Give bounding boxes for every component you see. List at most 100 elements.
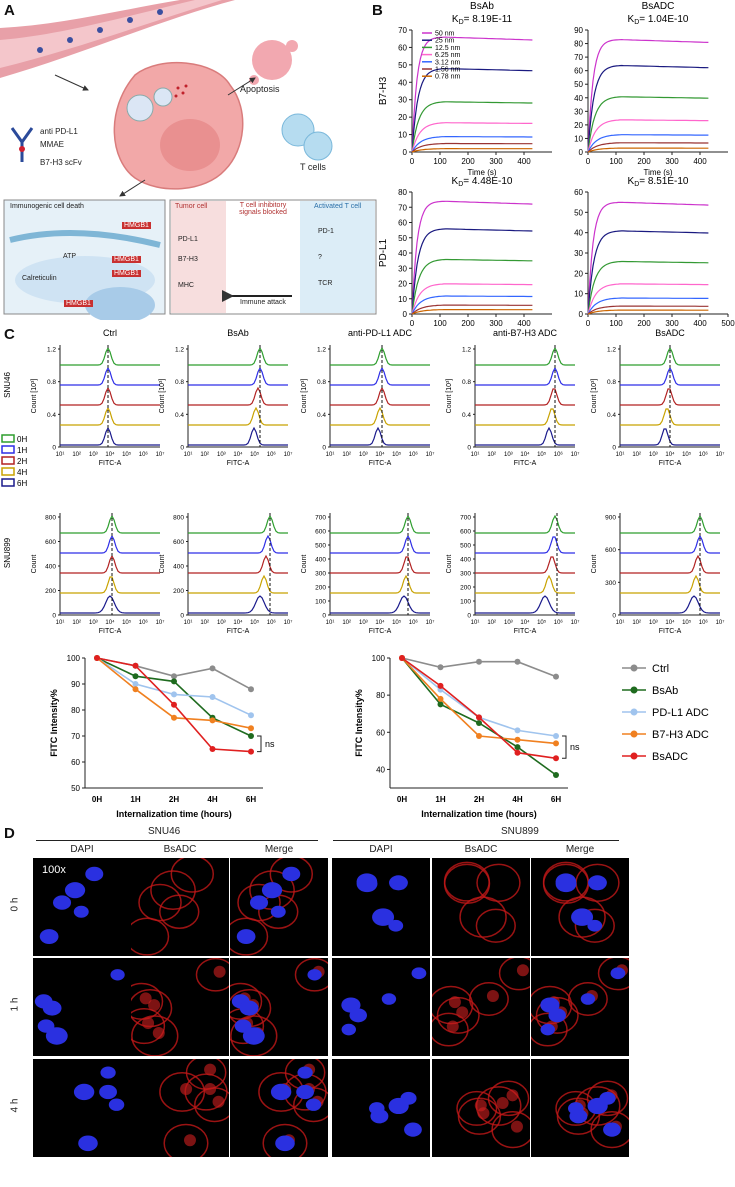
y-tick-label: 0.8 (317, 379, 326, 386)
y-axis-label: Count (591, 555, 598, 574)
label-pd1: PD-1 (318, 228, 334, 235)
legend-label: 6.25 nm (435, 52, 460, 59)
y-axis-label: Count (446, 555, 453, 574)
dapi-image (332, 1059, 430, 1157)
x-tick-label: 200 (637, 319, 651, 328)
y-tick-label: 0 (403, 148, 408, 157)
histogram-trace-2H (620, 554, 720, 574)
sensorgram-0-78-nm (411, 309, 533, 315)
micro-col-title: DAPI (70, 844, 94, 855)
legend-label: 0H (17, 435, 27, 444)
y-tick-label: 50 (71, 784, 80, 793)
y-tick-label: 600 (173, 539, 184, 546)
sensorgram-1-56-nm (411, 142, 533, 153)
y-tick-label: 1.2 (462, 347, 471, 354)
y-tick-label: 300 (460, 571, 471, 578)
x-axis-label: Internalization time (hours) (116, 809, 232, 819)
y-tick-label: 300 (315, 571, 326, 578)
x-tick-label: 10⁵ (122, 451, 132, 458)
panel-c-letter: C (4, 326, 15, 343)
y-tick-label: 0.8 (462, 379, 471, 386)
data-point (514, 727, 521, 734)
y-tick-label: 50 (574, 208, 583, 217)
y-tick-label: 50 (398, 234, 407, 243)
kd-label: KD= 8.51E-10 (628, 176, 689, 188)
row-label-snu46: SNU46 (3, 372, 12, 398)
y-tick-label: 600 (315, 529, 326, 536)
x-tick-label: 400 (517, 319, 531, 328)
sensorgram-0-78-nm (587, 147, 709, 153)
histogram-trace-0H (188, 514, 288, 534)
merge-image (531, 1059, 629, 1157)
internalization-chart-1: 40 60 80 100 0H 1H 2H 4H 6H Internalization time … (354, 654, 580, 819)
bsadc-image (131, 1059, 229, 1157)
row-label-pdl1: PD-L1 (378, 238, 389, 267)
data-point (248, 712, 254, 719)
dapi-image (332, 858, 430, 956)
data-point (437, 701, 444, 708)
sensorgram-1-56-nm (587, 142, 709, 153)
histogram-trace-1H (188, 534, 288, 554)
histogram-trace-0H (475, 514, 575, 534)
legend-label: PD-L1 ADC (652, 707, 709, 719)
merge-image (230, 858, 328, 956)
y-tick-label: 0.4 (317, 412, 326, 419)
y-tick-label: 40 (398, 78, 407, 87)
data-point (132, 686, 139, 693)
merge-image (531, 958, 629, 1056)
x-tick-label: 10⁵ (537, 451, 547, 458)
x-tick-label: 10⁷ (571, 451, 580, 458)
sensorgram-12-5-nm (587, 260, 709, 315)
y-axis-label: Count (159, 555, 166, 574)
x-tick-label: 4H (207, 795, 217, 804)
ns-bracket (562, 735, 567, 759)
label-mmae: MMAE (40, 140, 64, 149)
dapi-image (33, 958, 131, 1056)
label-hmgb1-3: HMGB1 (112, 270, 141, 277)
y-axis-label: Count (31, 555, 38, 574)
y-tick-label: 600 (460, 529, 471, 536)
sensorgram-3-12-nm (587, 297, 709, 315)
y-tick-label: 0 (52, 613, 56, 620)
bsadc-image (432, 958, 530, 1056)
histogram-trace-2H (330, 556, 430, 574)
x-tick-label: 10³ (359, 452, 368, 458)
sensorgram-3-12-nm (587, 134, 709, 153)
x-tick-label: 10⁶ (267, 451, 277, 458)
histogram-0-2: 0 0.4 0.8 1.2 Count [10³] 10¹ 10² 10³ 10⁴ 10⁵ 10⁶ 1… (301, 345, 434, 467)
x-axis-label: FITC-A (369, 460, 392, 467)
blood-vessel-inner (0, 0, 222, 68)
histogram-trace-2H (330, 386, 430, 406)
legend-marker (630, 664, 638, 672)
x-tick-label: 10⁵ (392, 619, 402, 626)
x-tick-label: 10³ (504, 452, 513, 458)
x-tick-label: 1H (130, 795, 140, 804)
sensorgram-6-25-nm (587, 283, 709, 315)
x-tick-label: 10⁶ (554, 619, 564, 626)
x-tick-label: 300 (665, 157, 679, 166)
data-point (132, 673, 139, 680)
histogram-trace-1H (188, 366, 288, 386)
x-tick-label: 2H (474, 795, 484, 804)
x-tick-label: 10³ (89, 620, 98, 626)
sensorgram-6-25-nm (411, 283, 533, 315)
y-tick-label: 200 (45, 588, 56, 595)
x-tick-label: 10² (72, 452, 81, 458)
label-hmgb1-1: HMGB1 (122, 222, 151, 229)
endosome (126, 94, 154, 122)
histogram-trace-0H (330, 346, 430, 366)
y-tick-label: 0 (612, 613, 616, 620)
x-tick-label: 400 (693, 157, 707, 166)
legend-label: BsADC (652, 751, 688, 763)
micro-col-title: BsADC (163, 844, 197, 855)
histogram-trace-6H (620, 595, 720, 614)
y-tick-label: 60 (398, 43, 407, 52)
y-tick-label: 0 (52, 445, 56, 452)
data-point (553, 740, 559, 747)
histogram-trace-6H (188, 595, 288, 614)
x-tick-label: 10⁶ (409, 451, 419, 458)
label-inhibitory-blocked: T cell inhibitory signals blocked (239, 202, 287, 216)
histogram-trace-6H (330, 595, 430, 614)
y-tick-label: 70 (71, 732, 80, 741)
sensorgram-0-78-nm (411, 148, 533, 153)
